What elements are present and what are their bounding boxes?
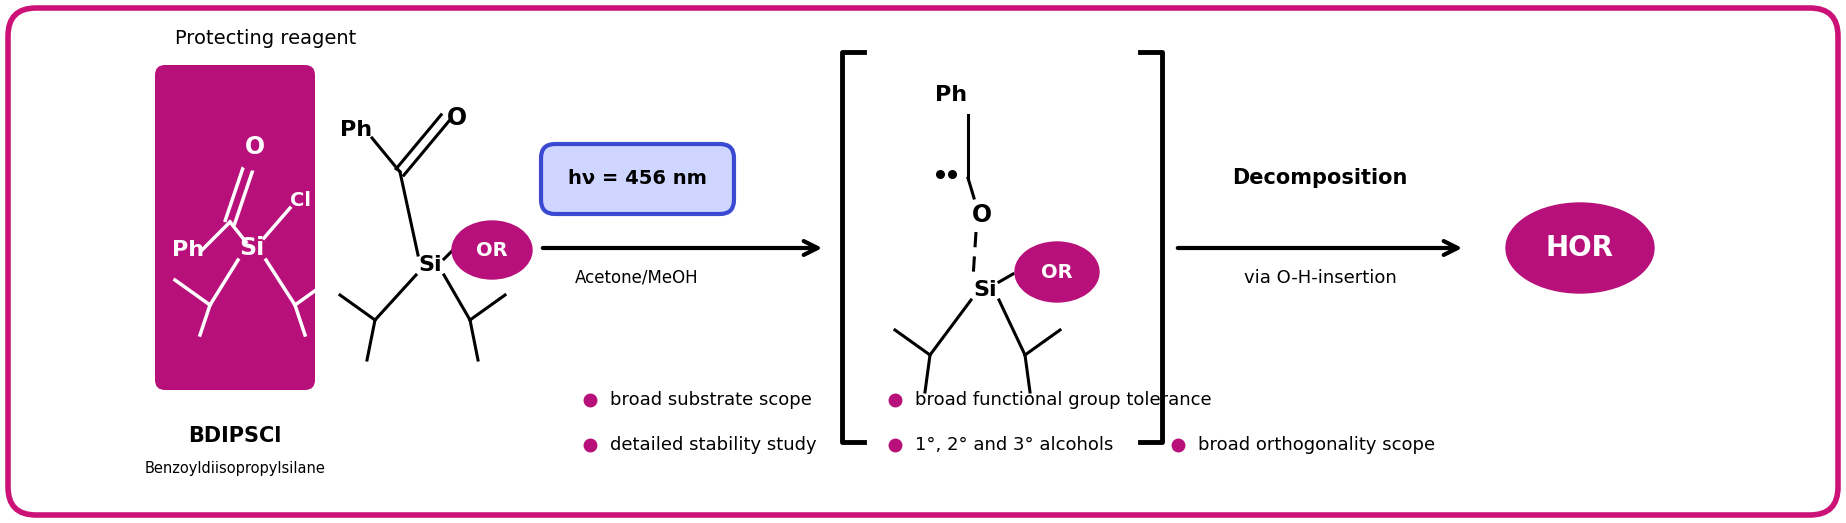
- Text: Decomposition: Decomposition: [1233, 168, 1408, 188]
- Text: Si: Si: [973, 280, 997, 300]
- Text: OR: OR: [1041, 263, 1073, 281]
- Text: hν = 456 nm: hν = 456 nm: [567, 168, 707, 188]
- Ellipse shape: [1015, 242, 1098, 302]
- Text: Acetone/MeOH: Acetone/MeOH: [576, 269, 700, 287]
- Text: Ph: Ph: [172, 240, 205, 260]
- Text: Benzoyldiisopropylsilane: Benzoyldiisopropylsilane: [144, 460, 325, 475]
- Text: HOR: HOR: [1545, 234, 1613, 262]
- Circle shape: [233, 126, 277, 170]
- FancyBboxPatch shape: [541, 144, 735, 214]
- Text: broad substrate scope: broad substrate scope: [609, 391, 812, 409]
- Text: Si: Si: [419, 255, 441, 275]
- Text: Ph: Ph: [340, 120, 373, 140]
- Text: Cl: Cl: [290, 190, 310, 210]
- FancyBboxPatch shape: [155, 65, 316, 390]
- Text: O: O: [973, 203, 991, 227]
- Text: Ph: Ph: [936, 85, 967, 105]
- Text: O: O: [447, 106, 467, 130]
- Text: broad orthogonality scope: broad orthogonality scope: [1198, 436, 1434, 454]
- Ellipse shape: [452, 221, 532, 279]
- FancyBboxPatch shape: [7, 8, 1839, 515]
- Text: BDIPSCl: BDIPSCl: [188, 426, 282, 446]
- Text: detailed stability study: detailed stability study: [609, 436, 816, 454]
- Text: OR: OR: [476, 241, 508, 259]
- Text: via O-H-insertion: via O-H-insertion: [1244, 269, 1396, 287]
- Text: broad functional group tolerance: broad functional group tolerance: [916, 391, 1211, 409]
- Text: 1°, 2° and 3° alcohols: 1°, 2° and 3° alcohols: [916, 436, 1113, 454]
- Text: Protecting reagent: Protecting reagent: [175, 28, 356, 48]
- Text: Si: Si: [240, 236, 264, 260]
- Text: O: O: [246, 135, 266, 159]
- Ellipse shape: [1506, 203, 1654, 293]
